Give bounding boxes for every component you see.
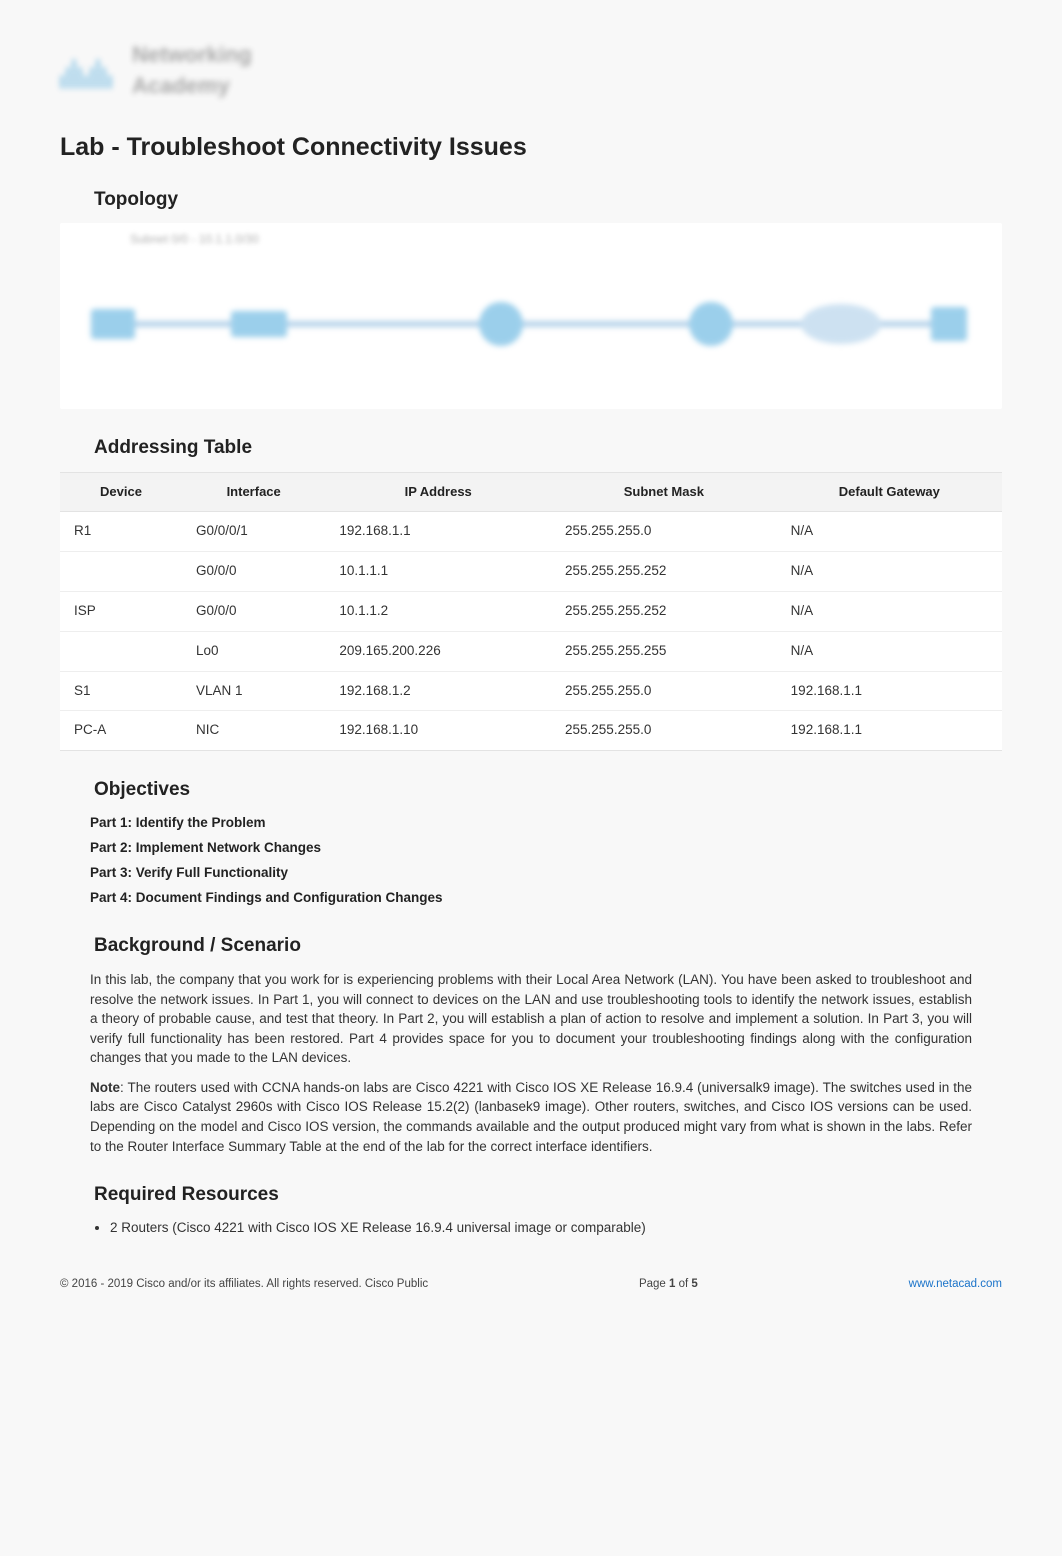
table-row: ISP G0/0/0 10.1.1.2 255.255.255.252 N/A [60,591,1002,631]
note-para: Note: The routers used with CCNA hands-o… [90,1078,972,1156]
cell: G0/0/0 [182,551,325,591]
page-title: Lab - Troubleshoot Connectivity Issues [60,130,1002,165]
logo-text: Networking Academy [132,40,252,102]
table-row: Lo0 209.165.200.226 255.255.255.255 N/A [60,631,1002,671]
cisco-bars-icon [60,53,118,89]
objective-item: Part 2: Implement Network Changes [90,839,1002,858]
addressing-table: Device Interface IP Address Subnet Mask … [60,472,1002,752]
table-row: G0/0/0 10.1.1.1 255.255.255.252 N/A [60,551,1002,591]
table-row: PC-A NIC 192.168.1.10 255.255.255.0 192.… [60,711,1002,751]
cell: 255.255.255.0 [551,671,777,711]
cell: ISP [60,591,182,631]
section-background: Background / Scenario [94,933,1002,960]
note-body: : The routers used with CCNA hands-on la… [90,1080,972,1154]
copyright: © 2016 - 2019 Cisco and/or its affiliate… [60,1276,428,1292]
page-sep: of [675,1278,691,1290]
table-header-row: Device Interface IP Address Subnet Mask … [60,472,1002,511]
cell: VLAN 1 [182,671,325,711]
resource-item: 2 Routers (Cisco 4221 with Cisco IOS XE … [110,1219,1002,1238]
cell: 255.255.255.0 [551,511,777,551]
section-objectives: Objectives [94,777,1002,804]
page-label-pre: Page [639,1278,669,1290]
objective-item: Part 4: Document Findings and Configurat… [90,889,1002,908]
section-topology: Topology [94,187,1002,214]
cell: G0/0/0 [182,591,325,631]
logo-line1: Networking [132,40,252,71]
col-device: Device [60,472,182,511]
col-gateway: Default Gateway [777,472,1002,511]
footer-link[interactable]: www.netacad.com [909,1276,1002,1292]
cell [60,631,182,671]
cell: 255.255.255.0 [551,711,777,751]
background-para: In this lab, the company that you work f… [90,970,972,1068]
cell: 192.168.1.1 [325,511,551,551]
objective-item: Part 3: Verify Full Functionality [90,864,1002,883]
cell: 255.255.255.255 [551,631,777,671]
resources-list: 2 Routers (Cisco 4221 with Cisco IOS XE … [110,1219,1002,1238]
cell: 255.255.255.252 [551,551,777,591]
cell: N/A [777,631,1002,671]
cell: N/A [777,511,1002,551]
cell: 209.165.200.226 [325,631,551,671]
topology-svg [71,269,991,379]
cell: 192.168.1.2 [325,671,551,711]
cell: 255.255.255.252 [551,591,777,631]
page-total: 5 [691,1278,697,1290]
objective-item: Part 1: Identify the Problem [90,814,1002,833]
objectives-list: Part 1: Identify the Problem Part 2: Imp… [90,814,1002,908]
cell: S1 [60,671,182,711]
logo-line2: Academy [132,71,252,102]
cell: N/A [777,591,1002,631]
cell: G0/0/0/1 [182,511,325,551]
page-footer: © 2016 - 2019 Cisco and/or its affiliate… [60,1276,1002,1292]
brand-logo: Networking Academy [60,40,1002,102]
note-label: Note [90,1080,120,1095]
cell: NIC [182,711,325,751]
col-mask: Subnet Mask [551,472,777,511]
cell: 10.1.1.1 [325,551,551,591]
topology-diagram: Subnet 0/0 - 10.1.1.0/30 [60,223,1002,409]
cell: PC-A [60,711,182,751]
cell: N/A [777,551,1002,591]
page-indicator: Page 1 of 5 [639,1276,698,1292]
cell: 192.168.1.1 [777,671,1002,711]
cell: 10.1.1.2 [325,591,551,631]
table-row: R1 G0/0/0/1 192.168.1.1 255.255.255.0 N/… [60,511,1002,551]
cell [60,551,182,591]
section-addressing: Addressing Table [94,435,1002,462]
cell: R1 [60,511,182,551]
cell: 192.168.1.10 [325,711,551,751]
cell: Lo0 [182,631,325,671]
topology-subnet-label: Subnet 0/0 - 10.1.1.0/30 [130,231,259,248]
cell: 192.168.1.1 [777,711,1002,751]
addressing-table-body: R1 G0/0/0/1 192.168.1.1 255.255.255.0 N/… [60,511,1002,750]
section-resources: Required Resources [94,1182,1002,1209]
table-row: S1 VLAN 1 192.168.1.2 255.255.255.0 192.… [60,671,1002,711]
col-ip: IP Address [325,472,551,511]
col-interface: Interface [182,472,325,511]
